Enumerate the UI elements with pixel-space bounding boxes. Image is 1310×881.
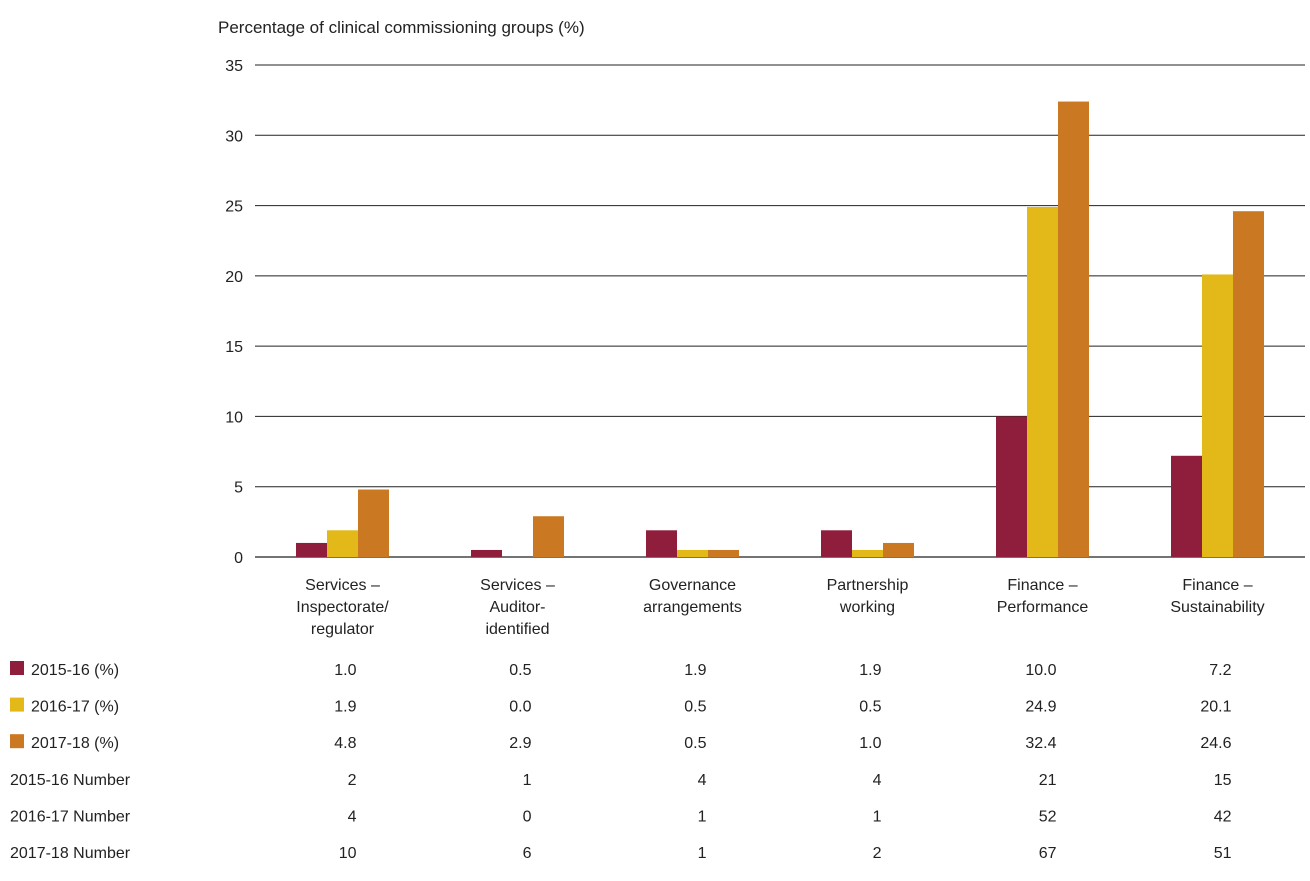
table-cell: 10.0: [1025, 662, 1056, 679]
table-cell: 1: [523, 772, 532, 789]
bar: [1233, 211, 1264, 558]
table-cell: 1.9: [334, 699, 356, 716]
x-axis-labels: Services – Inspectorate/regulator Services…: [296, 577, 1264, 638]
table-cell: 0: [523, 808, 532, 825]
bar: [646, 530, 677, 557]
bar: [1027, 206, 1058, 557]
x-tick-label: Services –: [480, 577, 555, 594]
x-tick-label: Inspectorate/: [296, 599, 389, 616]
table-row-label: 2015-16 (%): [31, 662, 119, 679]
table-cell: 2.9: [509, 735, 531, 752]
bar: [327, 530, 358, 557]
bar: [296, 542, 327, 557]
legend-swatch: [10, 734, 24, 749]
table-cell: 1: [873, 808, 882, 825]
x-tick-label: Finance –: [1007, 577, 1077, 594]
x-tick-label: regulator: [311, 621, 375, 638]
table-cell: 4: [873, 772, 882, 789]
bar: [533, 516, 564, 557]
table-cell: 2: [873, 845, 882, 862]
table-cell: 42: [1214, 808, 1232, 825]
bar: [821, 530, 852, 557]
table-row-label: 2015-16 Number: [10, 772, 131, 789]
table-cell: 1.9: [684, 662, 706, 679]
table-cell: 21: [1039, 772, 1057, 789]
bar: [1058, 101, 1089, 557]
bar: [677, 549, 708, 557]
y-tick-label: 20: [225, 269, 243, 286]
table-cell: 4: [698, 772, 707, 789]
x-tick-label: arrangements: [643, 599, 742, 616]
table-cell: 4.8: [334, 735, 356, 752]
table-row-label: 2017-18 (%): [31, 735, 119, 752]
table-cell: 0.5: [509, 662, 531, 679]
bar: [1171, 455, 1202, 557]
y-tick-label: 25: [225, 199, 243, 216]
table-cell: 51: [1214, 845, 1232, 862]
table-cell: 15: [1214, 772, 1232, 789]
table-row-label: 2016-17 (%): [31, 699, 119, 716]
x-tick-label: Sustainability: [1170, 599, 1264, 616]
gridlines: [255, 64, 1305, 558]
table-cell: 7.2: [1209, 662, 1231, 679]
bar: [708, 549, 739, 557]
y-tick-label: 15: [225, 339, 243, 356]
y-tick-label: 35: [225, 58, 243, 75]
x-tick-label: identified: [485, 621, 549, 638]
table-cell: 4: [348, 808, 357, 825]
table-cell: 0.0: [509, 699, 531, 716]
table-cell: 1.0: [859, 735, 881, 752]
x-tick-label: Performance: [997, 599, 1089, 616]
y-tick-label: 5: [234, 480, 243, 497]
table-row-label: 2017-18 Number: [10, 845, 131, 862]
table-row-label: 2016-17 Number: [10, 808, 131, 825]
table-cell: 1.0: [334, 662, 356, 679]
bar: [996, 416, 1027, 557]
table-cell: 10: [339, 845, 357, 862]
bar: [883, 542, 914, 557]
x-tick-label: working: [839, 599, 895, 616]
bar: [358, 489, 389, 557]
table-cell: 0.5: [684, 735, 706, 752]
table-cell: 0.5: [684, 699, 706, 716]
table-cell: 20.1: [1200, 699, 1231, 716]
table-cell: 2: [348, 772, 357, 789]
bar: [471, 549, 502, 557]
x-tick-label: Governance: [649, 577, 736, 594]
legend-swatch: [10, 661, 24, 675]
table-cell: 1.9: [859, 662, 881, 679]
table-cell: 1: [698, 845, 707, 862]
table-cell: 67: [1039, 845, 1057, 862]
y-axis-ticks: 0 5 10 15 20 25 30 35: [225, 58, 243, 567]
table-cell: 24.6: [1200, 735, 1231, 752]
y-tick-label: 0: [234, 550, 243, 567]
x-tick-label: Services –: [305, 577, 380, 594]
table-cell: 24.9: [1025, 699, 1056, 716]
bar: [1202, 274, 1233, 557]
x-tick-label: Auditor-: [489, 599, 545, 616]
bars: [296, 101, 1264, 558]
table-cell: 52: [1039, 808, 1057, 825]
legend-swatch: [10, 697, 24, 712]
x-tick-label: Finance –: [1182, 577, 1252, 594]
bar: [852, 549, 883, 557]
y-axis-title: Percentage of clinical commissioning gro…: [218, 18, 585, 37]
table-cell: 0.5: [859, 699, 881, 716]
table-cell: 1: [698, 808, 707, 825]
table-cell: 6: [523, 845, 532, 862]
y-tick-label: 30: [225, 128, 243, 145]
y-tick-label: 10: [225, 409, 243, 426]
x-tick-label: Partnership: [827, 577, 909, 594]
table-cell: 32.4: [1025, 735, 1056, 752]
